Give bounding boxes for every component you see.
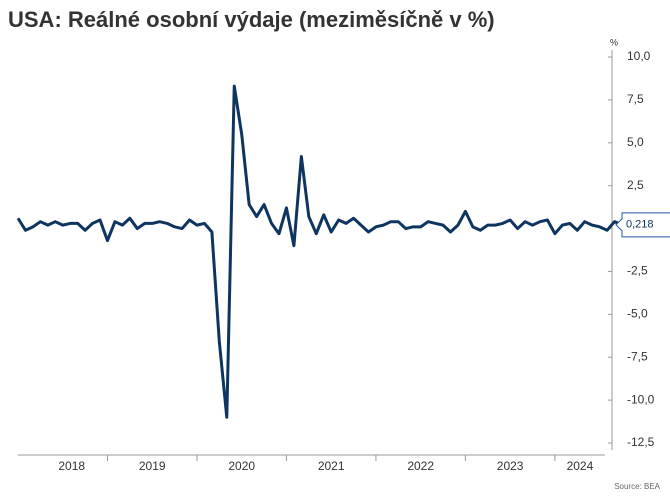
value-label-box [615, 212, 670, 238]
x-tick-label: 2019 [139, 459, 166, 473]
y-tick-label: 10,0 [627, 49, 651, 63]
x-tick-label: 2020 [228, 459, 255, 473]
y-tick-label: -12,5 [627, 435, 655, 449]
y-tick-label: 7,5 [627, 92, 644, 106]
chart-title: USA: Reálné osobní výdaje (meziměsíčně v… [8, 7, 495, 32]
x-tick-label: 2023 [497, 459, 524, 473]
x-tick-label: 2022 [407, 459, 434, 473]
y-tick-label: -5,0 [627, 307, 648, 321]
y-tick-label: 5,0 [627, 135, 644, 149]
data-line [16, 84, 623, 419]
y-unit: % [610, 37, 618, 47]
x-tick-label: 2024 [567, 459, 594, 473]
y-tick-label: -2,5 [627, 264, 648, 278]
y-tick-label: 2,5 [627, 178, 644, 192]
x-tick-label: 2021 [318, 459, 345, 473]
source: Source: BEA [614, 482, 660, 491]
y-tick-label: -10,0 [627, 392, 655, 406]
y-tick-label: -7,5 [627, 349, 648, 363]
x-tick-label: 2018 [58, 459, 85, 473]
last-value-label: 0,218 [626, 219, 654, 231]
